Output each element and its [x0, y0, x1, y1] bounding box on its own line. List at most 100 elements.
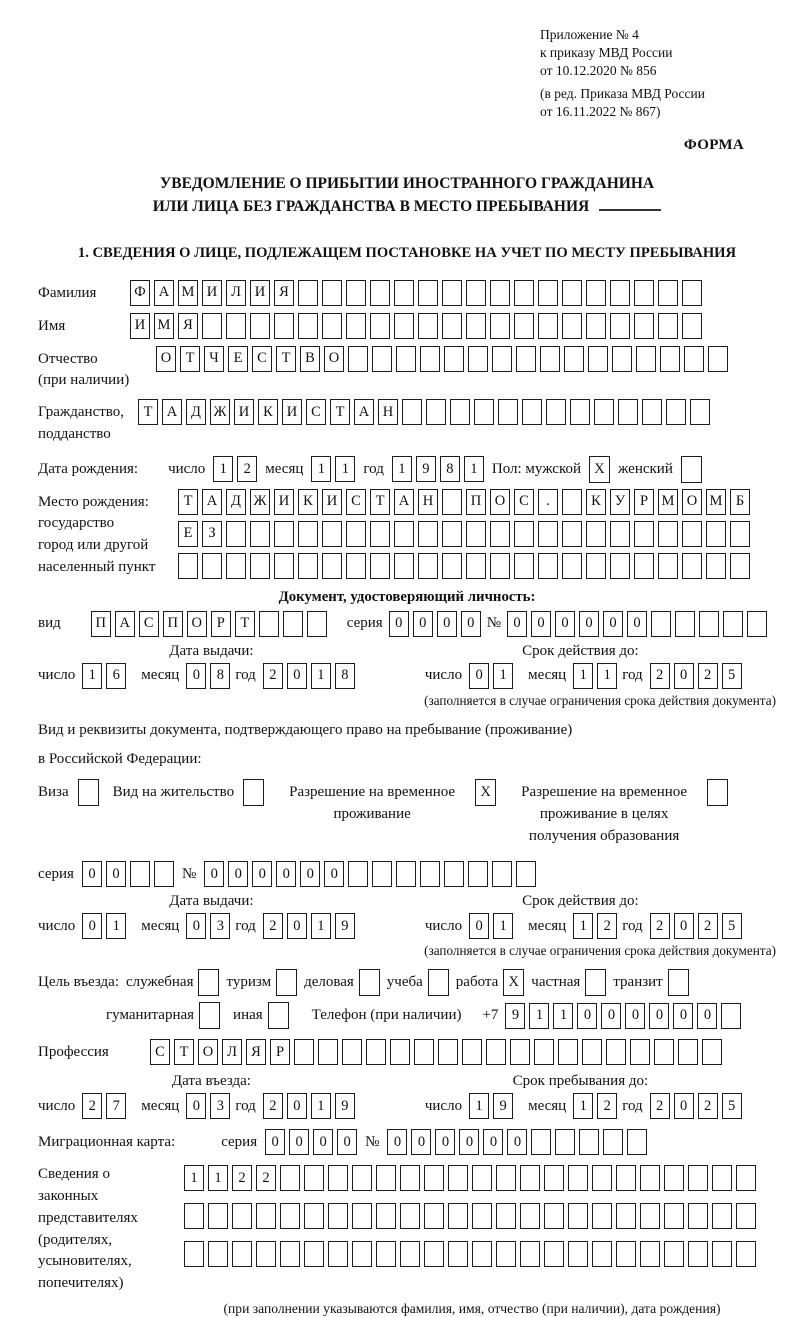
char-cell[interactable]	[298, 312, 318, 339]
char-cell[interactable]: 2	[256, 1165, 276, 1192]
char-cell[interactable]	[442, 279, 462, 306]
char-cell[interactable]: 0	[286, 1093, 307, 1120]
char-cell[interactable]	[370, 520, 390, 547]
char-cell[interactable]	[370, 312, 390, 339]
char-cell[interactable]: 0	[435, 1129, 456, 1156]
char-cell[interactable]: М	[706, 488, 726, 515]
char-cell[interactable]	[444, 345, 464, 372]
char-cell[interactable]	[712, 1241, 732, 1268]
char-cell[interactable]	[712, 1165, 732, 1192]
char-cell[interactable]	[538, 552, 558, 579]
char-cell[interactable]	[706, 520, 726, 547]
char-cell[interactable]	[274, 520, 294, 547]
char-cell[interactable]: Н	[418, 488, 438, 515]
char-cell[interactable]: 0	[105, 861, 126, 888]
char-cell[interactable]: Т	[276, 345, 296, 372]
char-cell[interactable]	[562, 520, 582, 547]
char-cell[interactable]	[472, 1165, 492, 1192]
char-cell[interactable]	[400, 1203, 420, 1230]
char-cell[interactable]	[390, 1039, 410, 1066]
char-cell[interactable]	[444, 861, 465, 888]
char-cell[interactable]	[651, 610, 671, 637]
char-cell[interactable]	[394, 552, 414, 579]
char-cell[interactable]	[603, 1129, 624, 1156]
char-cell[interactable]: 0	[186, 662, 207, 689]
char-cell[interactable]: 0	[412, 610, 433, 637]
char-cell[interactable]	[348, 861, 369, 888]
char-cell[interactable]: И	[274, 488, 294, 515]
char-cell[interactable]	[640, 1165, 660, 1192]
residence-permit-checkbox[interactable]	[243, 779, 265, 807]
char-cell[interactable]	[582, 1039, 602, 1066]
char-cell[interactable]	[414, 1039, 434, 1066]
char-cell[interactable]: 0	[460, 610, 481, 637]
char-cell[interactable]: 1	[529, 1002, 550, 1029]
char-cell[interactable]: Т	[234, 610, 255, 637]
char-cell[interactable]	[280, 1203, 300, 1230]
char-cell[interactable]	[664, 1241, 684, 1268]
char-cell[interactable]: 0	[204, 861, 225, 888]
char-cell[interactable]	[564, 345, 584, 372]
char-cell[interactable]	[178, 552, 198, 579]
char-cell[interactable]	[448, 1203, 468, 1230]
char-cell[interactable]	[514, 520, 534, 547]
char-cell[interactable]: Т	[330, 399, 350, 426]
char-cell[interactable]	[304, 1241, 324, 1268]
char-cell[interactable]	[466, 312, 486, 339]
char-cell[interactable]: Д	[226, 488, 246, 515]
char-cell[interactable]	[376, 1203, 396, 1230]
char-cell[interactable]: 1	[493, 662, 514, 689]
char-cell[interactable]	[531, 1129, 552, 1156]
char-cell[interactable]	[438, 1039, 458, 1066]
char-cell[interactable]	[534, 1039, 554, 1066]
char-cell[interactable]	[424, 1203, 444, 1230]
char-cell[interactable]: О	[156, 345, 176, 372]
business-checkbox[interactable]	[358, 969, 380, 997]
char-cell[interactable]	[400, 1165, 420, 1192]
char-cell[interactable]: 1	[213, 456, 234, 483]
char-cell[interactable]: А	[354, 399, 374, 426]
char-cell[interactable]	[612, 345, 632, 372]
char-cell[interactable]: 0	[387, 1129, 408, 1156]
char-cell[interactable]	[396, 861, 417, 888]
study-checkbox[interactable]	[427, 969, 449, 997]
char-cell[interactable]: 1	[469, 1093, 490, 1120]
char-cell[interactable]: 0	[697, 1002, 718, 1029]
char-cell[interactable]: 1	[106, 913, 127, 940]
char-cell[interactable]	[304, 1203, 324, 1230]
char-cell[interactable]: 1	[310, 1093, 331, 1120]
char-cell[interactable]	[280, 1241, 300, 1268]
char-cell[interactable]	[586, 520, 606, 547]
char-cell[interactable]: 0	[337, 1129, 358, 1156]
char-cell[interactable]	[372, 345, 392, 372]
char-cell[interactable]	[616, 1241, 636, 1268]
char-cell[interactable]	[442, 312, 462, 339]
char-cell[interactable]	[546, 399, 566, 426]
char-cell[interactable]	[376, 1165, 396, 1192]
char-cell[interactable]	[370, 279, 390, 306]
char-cell[interactable]: 0	[627, 610, 647, 637]
char-cell[interactable]: 0	[228, 861, 249, 888]
char-cell[interactable]	[346, 520, 366, 547]
char-cell[interactable]	[540, 345, 560, 372]
char-cell[interactable]: 0	[601, 1002, 622, 1029]
char-cell[interactable]: Т	[174, 1039, 194, 1066]
char-cell[interactable]: Ж	[210, 399, 230, 426]
char-cell[interactable]	[606, 1039, 626, 1066]
char-cell[interactable]: И	[202, 279, 222, 306]
char-cell[interactable]	[568, 1165, 588, 1192]
char-cell[interactable]: С	[150, 1039, 170, 1066]
char-cell[interactable]	[466, 279, 486, 306]
char-cell[interactable]: П	[466, 488, 486, 515]
